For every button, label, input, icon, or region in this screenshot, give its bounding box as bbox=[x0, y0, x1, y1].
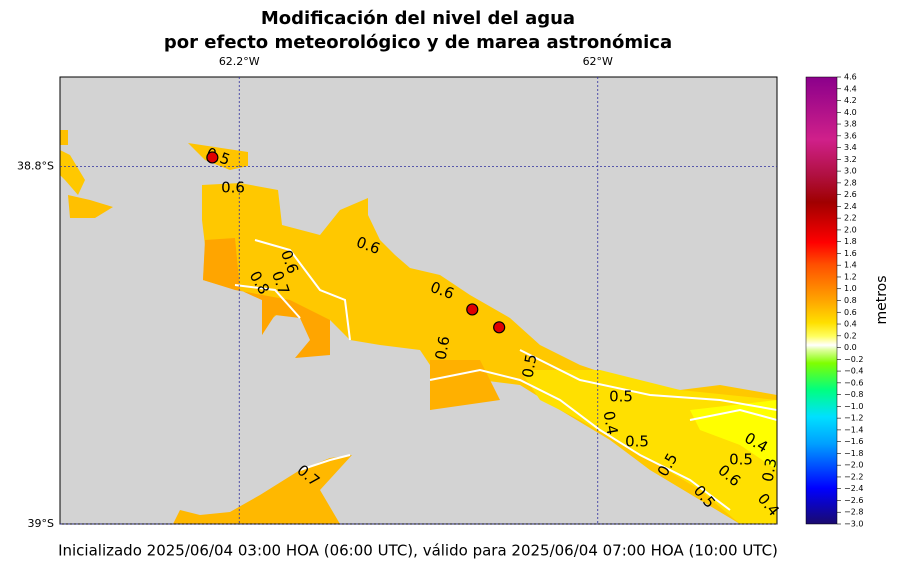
station bbox=[466, 303, 479, 316]
colorbar bbox=[805, 76, 838, 525]
colorbar-tick-label: 1.2 bbox=[844, 272, 857, 281]
colorbar-tick-label: −2.6 bbox=[844, 496, 863, 505]
lon-label: 62.2°W bbox=[219, 55, 260, 68]
colorbar-tick-label: −1.8 bbox=[844, 449, 863, 458]
colorbar-tick-label: −0.4 bbox=[844, 367, 863, 376]
contour-label: 0.6 bbox=[221, 179, 245, 197]
colorbar-tick-label: 2.6 bbox=[844, 190, 857, 199]
colorbar-tick-label: 4.2 bbox=[844, 96, 857, 105]
colorbar-tick-label: 3.0 bbox=[844, 167, 857, 176]
colorbar-tick-label: −1.2 bbox=[844, 414, 863, 423]
colorbar-label: metros bbox=[874, 275, 890, 324]
lat-label: 38.8°S bbox=[17, 159, 54, 172]
title-line: Modificación del nivel del agua bbox=[261, 8, 575, 29]
contour-label: 0.5 bbox=[609, 388, 633, 406]
colorbar-tick-label: −0.6 bbox=[844, 378, 863, 387]
lat-label: 39°S bbox=[28, 517, 54, 530]
colorbar-tick-label: 3.4 bbox=[844, 143, 857, 152]
colorbar-tick-label: −1.6 bbox=[844, 437, 863, 446]
colorbar-tick-label: 0.2 bbox=[844, 331, 857, 340]
map-frame bbox=[59, 76, 778, 525]
colorbar-tick-label: 2.8 bbox=[844, 178, 857, 187]
colorbar-tick-label: 0.4 bbox=[844, 320, 857, 329]
colorbar-tick-label: 2.4 bbox=[844, 202, 857, 211]
contour-label: 0.5 bbox=[729, 451, 753, 469]
colorbar-tick-label: 4.0 bbox=[844, 108, 857, 117]
contour-label: 0.3 bbox=[759, 457, 781, 484]
colorbar-tick-label: −2.4 bbox=[844, 484, 863, 493]
lon-label: 62°W bbox=[583, 55, 613, 68]
title-line: por efecto meteorológico y de marea astr… bbox=[164, 32, 672, 53]
contour-label: 0.5 bbox=[625, 433, 649, 451]
colorbar-tick-label: −2.8 bbox=[844, 508, 863, 517]
colorbar-tick-label: 2.2 bbox=[844, 214, 857, 223]
colorbar-tick-label: 4.6 bbox=[844, 73, 857, 82]
colorbar-tick-label: 2.0 bbox=[844, 225, 857, 234]
footer: Inicializado 2025/06/04 03:00 HOA (06:00… bbox=[58, 542, 778, 560]
colorbar-tick-label: 1.8 bbox=[844, 237, 857, 246]
colorbar-tick-label: −0.2 bbox=[844, 355, 863, 364]
station bbox=[493, 321, 506, 334]
colorbar-tick-label: 3.2 bbox=[844, 155, 857, 164]
contour-label: 0.4 bbox=[600, 410, 622, 437]
colorbar-tick-label: −2.2 bbox=[844, 472, 863, 481]
colorbar-tick-label: 0.6 bbox=[844, 308, 857, 317]
contour-label: 0.5 bbox=[519, 353, 541, 380]
colorbar-tick-label: −2.0 bbox=[844, 461, 863, 470]
colorbar-tick-label: 1.4 bbox=[844, 261, 857, 270]
station bbox=[206, 151, 219, 164]
colorbar-tick-label: 3.6 bbox=[844, 131, 857, 140]
colorbar-tick-label: −1.0 bbox=[844, 402, 863, 411]
colorbar-tick-label: −0.8 bbox=[844, 390, 863, 399]
colorbar-tick-label: 1.6 bbox=[844, 249, 857, 258]
colorbar-tick-label: −1.4 bbox=[844, 425, 863, 434]
colorbar-tick-label: 0.0 bbox=[844, 343, 857, 352]
colorbar-tick-label: −3.0 bbox=[844, 520, 863, 529]
colorbar-tick-label: 3.8 bbox=[844, 120, 857, 129]
water-level-field bbox=[60, 130, 777, 524]
colorbar-tick-label: 1.0 bbox=[844, 284, 857, 293]
contour-label: 0.6 bbox=[432, 335, 454, 362]
colorbar-tick-label: 0.8 bbox=[844, 296, 857, 305]
colorbar-tick-label: 4.4 bbox=[844, 84, 857, 93]
